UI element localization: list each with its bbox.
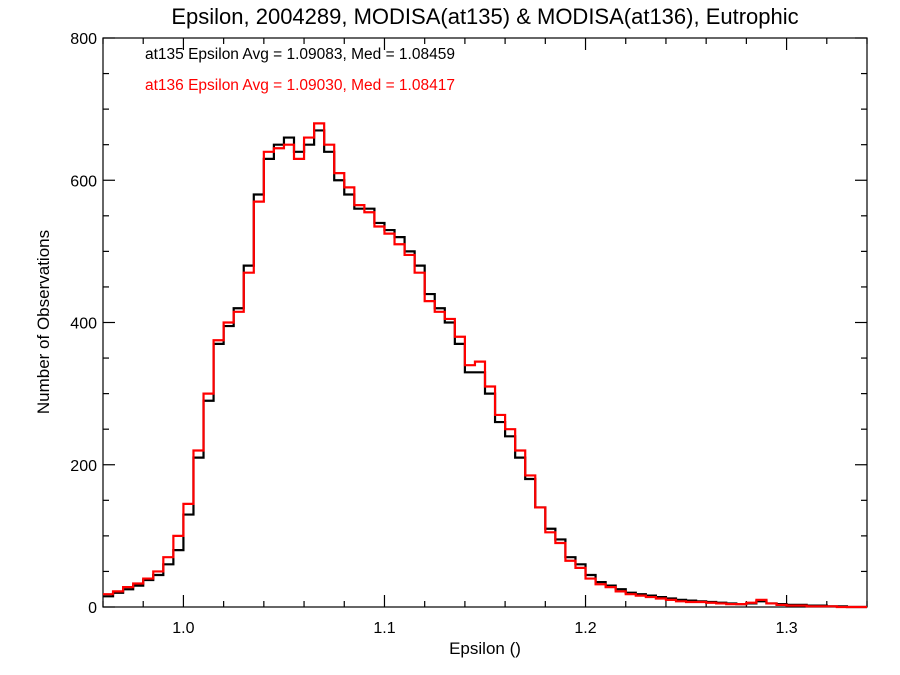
x-tick-label: 1.1 [373,620,395,637]
series-at136-line [103,122,867,609]
y-tick-label: 600 [70,173,97,190]
y-tick-label: 400 [70,316,97,333]
x-tick-label: 1.2 [574,620,596,637]
y-tick-label: 200 [70,458,97,475]
y-tick-label: 0 [88,600,97,617]
x-tick-label: 1.0 [172,620,194,637]
x-axis-label: Epsilon () [449,639,521,658]
annotation-at135: at135 Epsilon Avg = 1.09083, Med = 1.084… [145,46,455,63]
y-axis-label: Number of Observations [34,230,53,414]
plot-frame [102,37,868,608]
x-tick-label: 1.3 [775,620,797,637]
chart-title: Epsilon, 2004289, MODISA(at135) & MODISA… [171,4,798,29]
y-tick-label: 800 [70,31,97,48]
annotation-at136: at136 Epsilon Avg = 1.09030, Med = 1.084… [145,77,455,94]
